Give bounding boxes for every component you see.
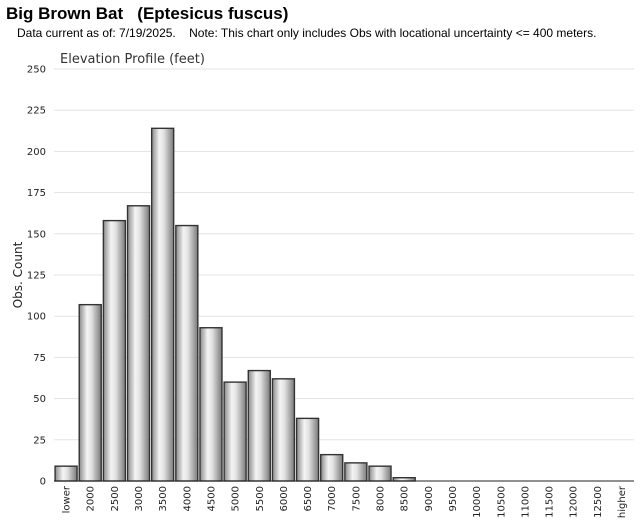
x-tick-label: 11000 [520,486,531,518]
x-tick-label: 11500 [545,486,556,518]
x-tick-label: 12500 [593,486,604,518]
y-tick-label: 225 [27,106,46,117]
x-tick-label: 2500 [110,486,121,511]
x-tick-label: 9500 [448,486,459,511]
bar [150,127,175,482]
y-tick-label: 125 [27,271,46,282]
bar [175,224,199,482]
bar [126,205,151,482]
y-tick-label: 25 [33,435,46,446]
y-tick-label: 175 [27,188,46,199]
x-tick-label: 8500 [400,486,411,511]
x-tick-label: 12000 [569,486,580,518]
y-tick-label: 75 [33,353,46,364]
x-tick-label: 3500 [158,486,169,511]
chart-title: Elevation Profile (feet) [60,52,205,67]
x-tick-label: 2000 [86,486,97,511]
bar [344,462,368,482]
x-tick-label: 4500 [206,486,217,511]
gridlines [54,68,634,441]
x-tick-label: 5000 [231,486,242,511]
x-tick-label: 6000 [279,486,290,511]
bar [247,369,271,482]
bar [102,219,127,482]
bar [271,378,296,482]
bar [368,465,392,482]
x-tick-label: 7500 [351,486,362,511]
y-tick-label: 100 [27,312,46,323]
y-tick-label: 50 [33,394,46,405]
x-tick-label: higher [617,485,628,518]
x-tick-labels: lower 2000 2500 3000 3500 4000 4500 5000 5500 600… [62,485,628,518]
bar [54,465,78,482]
x-tick-label: 8000 [376,486,387,511]
bar [295,417,320,482]
x-tick-label: 10000 [472,486,483,518]
bars [54,127,416,482]
y-tick-labels: 0 25 50 75 100 125 150 175 200 225 250 [27,65,46,488]
x-tick-label: 7000 [327,486,338,511]
x-tick-label: lower [62,485,73,513]
bar [223,381,247,482]
y-tick-label: 150 [27,229,46,240]
y-tick-label: 200 [27,147,46,158]
x-tick-label: 9000 [424,486,435,511]
x-tick-label: 3000 [134,486,145,511]
x-tick-label: 10500 [496,486,507,518]
bar [320,453,344,482]
y-tick-label: 250 [27,65,46,76]
bar [199,327,223,482]
y-axis-label: Obs. Count [11,241,25,308]
y-tick-label: 0 [40,477,46,488]
x-tick-label: 6500 [303,486,314,511]
data-note: Data current as of: 7/19/2025. Note: Thi… [17,26,597,40]
x-tick-label: 4000 [182,486,193,511]
bar [78,303,102,482]
x-tick-label: 5500 [255,486,266,511]
chart-main-title: Big Brown Bat (Eptesicus fuscus) [6,4,289,23]
